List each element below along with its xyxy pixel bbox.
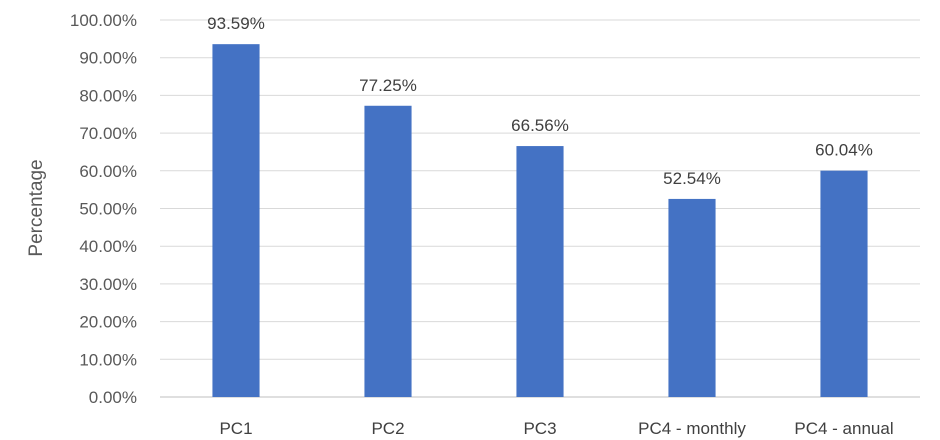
y-tick-label: 60.00% [79,162,137,181]
x-category-label: PC4 - monthly [638,419,746,438]
data-label: 60.04% [815,141,873,160]
y-tick-label: 70.00% [79,124,137,143]
data-label: 93.59% [207,14,265,33]
data-label: 66.56% [511,116,569,135]
y-axis-title: Percentage [26,159,47,256]
bar [212,44,260,397]
x-category-label: PC1 [219,419,252,438]
bars [212,44,868,397]
y-tick-label: 80.00% [79,86,137,105]
bar [668,198,716,397]
data-labels: 93.59% 77.25% 66.56% 52.54% 60.04% [207,14,873,188]
x-axis-categories: PC1 PC2 PC3 PC4 - monthly PC4 - annual [219,419,893,438]
x-category-label: PC3 [523,419,556,438]
y-tick-label: 100.00% [70,11,137,30]
x-category-label: PC4 - annual [794,419,893,438]
data-label: 77.25% [359,76,417,95]
data-label: 52.54% [663,169,721,188]
y-tick-label: 40.00% [79,237,137,256]
bar [516,146,564,397]
y-axis-ticks: 0.00% 10.00% 20.00% 30.00% 40.00% 50.00% 60.00… [70,11,137,407]
bar [364,105,412,397]
y-tick-label: 20.00% [79,313,137,332]
y-tick-label: 0.00% [89,388,137,407]
y-tick-label: 50.00% [79,200,137,219]
y-tick-label: 10.00% [79,350,137,369]
bar [820,170,868,397]
y-tick-label: 90.00% [79,49,137,68]
y-tick-label: 30.00% [79,275,137,294]
x-category-label: PC2 [371,419,404,438]
